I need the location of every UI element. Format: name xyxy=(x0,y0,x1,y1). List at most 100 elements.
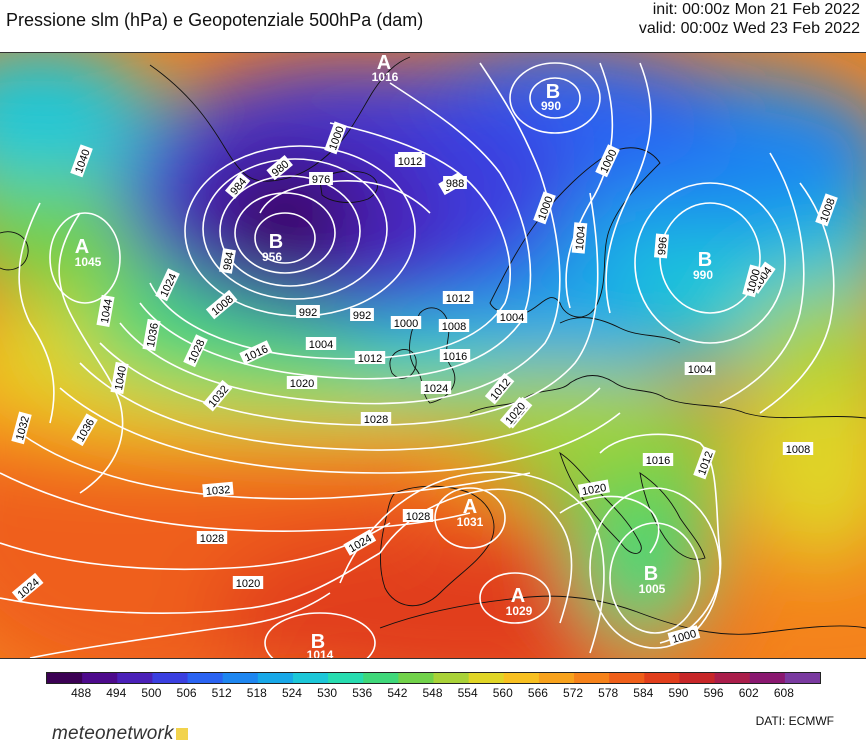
baltic-coast xyxy=(559,317,681,344)
isobar-label: 1012 xyxy=(394,154,426,168)
isobar-label-box xyxy=(350,308,374,321)
init-time: init: 00:00z Mon 21 Feb 2022 xyxy=(652,1,860,18)
weather-map: A 1016 B 990 B 956 A 1045 B 990 A 1031 xyxy=(0,52,866,659)
isobar-label-text: 1028 xyxy=(406,511,430,523)
svg-text:B: B xyxy=(311,631,325,653)
colorbar-ticks: 488 494 500 506 512 518 524 530 536 542 548 554 560 5… xyxy=(46,686,819,702)
isobar-label-box xyxy=(239,340,273,365)
isobar-label-box xyxy=(155,268,180,302)
isobar-label-text: 1020 xyxy=(581,482,607,498)
isobar-label: 1028 xyxy=(360,412,392,426)
isobar-label-text: 1012 xyxy=(446,293,470,305)
colorbar-swatch xyxy=(574,673,610,683)
isobar-label-text: 1016 xyxy=(646,455,670,467)
center-B-1005: B 1005 xyxy=(639,563,666,596)
isobar-label-box xyxy=(742,264,763,298)
isobar-label-text: 996 xyxy=(656,236,670,255)
isobar-label-box xyxy=(219,248,236,274)
colorbar-tick-label: 596 xyxy=(703,686,724,700)
isobar-label: 1020 xyxy=(577,479,611,498)
isobar-label-box xyxy=(815,193,838,227)
colorbar-swatch xyxy=(187,673,224,683)
svg-text:990: 990 xyxy=(693,268,713,282)
svg-text:A: A xyxy=(377,52,391,74)
center-B-1014: B 1014 xyxy=(307,631,334,659)
isobar-label-box xyxy=(71,413,98,447)
center-A-1029: A 1029 xyxy=(506,585,533,618)
isobar-label-box xyxy=(782,442,814,455)
isobar-label-text: 1012 xyxy=(398,156,422,168)
isobar-label-box xyxy=(402,509,434,522)
isobar-label: 1004 xyxy=(305,337,337,351)
center-A-1016: A 1016 xyxy=(372,52,399,84)
isobar-label-box xyxy=(642,453,674,466)
svg-text:1014: 1014 xyxy=(307,648,334,659)
isobar-label-box xyxy=(442,291,474,304)
isobar-label-text: 1004 xyxy=(574,225,588,250)
colorbar-swatch xyxy=(679,673,716,683)
isobar-label-text: 1036 xyxy=(145,322,161,348)
colorbar-swatch xyxy=(503,673,540,683)
colorbar-tick-label: 506 xyxy=(176,686,197,700)
isobar-label-box xyxy=(390,316,422,329)
brand-text: meteonetwork xyxy=(52,723,174,744)
colorbar-swatch xyxy=(292,673,329,683)
colorbar-tick-label: 542 xyxy=(387,686,408,700)
isobar-label-box xyxy=(202,481,234,498)
isobar-label-box xyxy=(533,191,556,225)
isobar-label-box xyxy=(354,351,386,364)
isobar-label-text: 976 xyxy=(312,174,330,186)
svg-text:A: A xyxy=(75,236,89,258)
isobar-label-box xyxy=(309,172,333,185)
isobar-990-low-east xyxy=(659,202,761,314)
isobar-label: 976 xyxy=(309,172,333,186)
isobar-label-box xyxy=(439,349,471,362)
isobar-label: 1024 xyxy=(420,381,452,395)
valid-time: valid: 00:00z Wed 23 Feb 2022 xyxy=(638,20,860,37)
brand-square-icon xyxy=(175,728,188,740)
center-A-1045: A 1045 xyxy=(75,236,102,269)
isobar-label-text: 1028 xyxy=(200,533,224,545)
colorbar-tick-label: 584 xyxy=(633,686,654,700)
isobar-label-box xyxy=(286,376,318,389)
isobar-label: 996 xyxy=(653,233,670,259)
newfoundland-coast xyxy=(0,231,29,271)
colorbar-tick-label: 512 xyxy=(211,686,232,700)
colorbar-tick-label: 488 xyxy=(71,686,92,700)
isobar-label: 984 xyxy=(219,248,236,274)
colorbar-swatch xyxy=(644,673,681,683)
isobar-label-box xyxy=(484,372,515,405)
colorbar-swatch xyxy=(47,673,83,683)
isobar-label: 1012 xyxy=(442,291,474,305)
isobar-label-text: 1016 xyxy=(443,351,467,363)
colorbar-swatch xyxy=(538,673,575,683)
colorbar-swatch xyxy=(82,673,118,683)
colorbar-swatch xyxy=(398,673,435,683)
svg-text:1016: 1016 xyxy=(372,70,399,84)
isobar-956-core xyxy=(254,212,316,264)
center-B-956: B 956 xyxy=(262,231,283,264)
colorbar-swatch xyxy=(433,673,470,683)
svg-text:B: B xyxy=(644,563,658,585)
isobar-label-box xyxy=(394,154,426,167)
isobar-label-box xyxy=(183,334,208,368)
isobar-label-text: 1000 xyxy=(394,318,418,330)
isobar-label-box xyxy=(232,576,264,589)
isobar-label: 1008 xyxy=(782,442,814,456)
isobar-label-box xyxy=(96,294,115,328)
data-source: DATI: ECMWF xyxy=(755,714,834,728)
isobar-label-box xyxy=(142,318,161,352)
isobar-1029-high xyxy=(479,572,551,624)
north-africa-coast xyxy=(379,595,866,635)
colorbar-swatch xyxy=(784,673,820,683)
isobar-label-text: 1040 xyxy=(113,365,129,391)
colorbar-tick-label: 554 xyxy=(457,686,478,700)
isobar-label-box xyxy=(305,337,337,350)
isobar-label-text: 1024 xyxy=(424,383,448,395)
run-info: init: 00:00z Mon 21 Feb 2022 valid: 00:0… xyxy=(639,0,860,38)
isobar-label-text: 1004 xyxy=(688,364,712,376)
isobar-1005-low xyxy=(609,522,701,634)
isobar-label: 1044 xyxy=(96,294,115,328)
isobar-1031-high xyxy=(434,487,506,549)
svg-text:1045: 1045 xyxy=(75,255,102,269)
